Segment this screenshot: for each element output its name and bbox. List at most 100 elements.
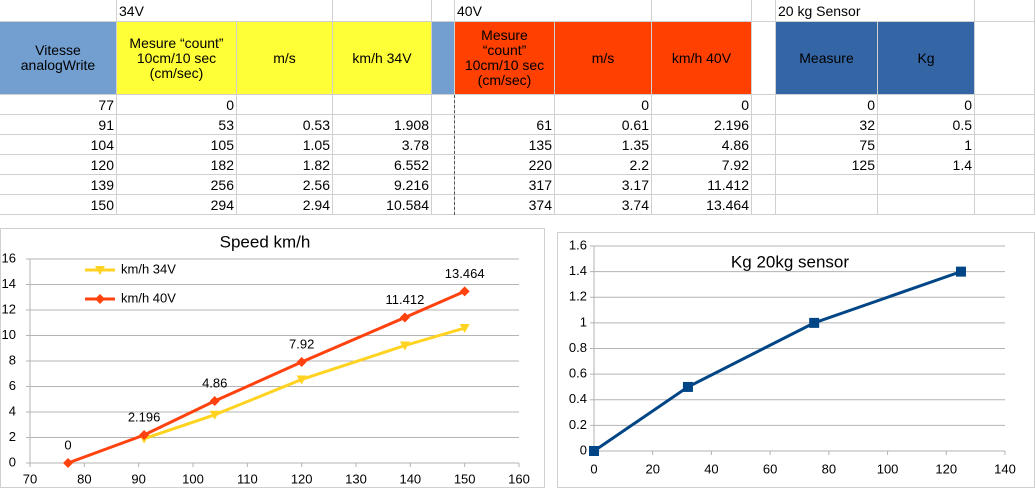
table-cell: 3.74: [555, 195, 652, 215]
line: [593, 270, 962, 453]
table-cell: 120: [0, 155, 117, 175]
marker: [95, 266, 105, 275]
chart-title: Kg 20kg sensor: [731, 252, 849, 271]
x-tick-label: 110: [237, 471, 258, 486]
data-label: 2.196: [128, 409, 161, 424]
cell: [878, 195, 975, 215]
table-cell: 2.2: [555, 155, 652, 175]
data-label: 4.86: [202, 375, 227, 390]
table-cell: 91: [0, 115, 117, 135]
x-tick-label: 0: [590, 461, 597, 476]
x-tick-label: 150: [454, 471, 476, 486]
cell: [455, 95, 555, 115]
chart-title: Speed km/h: [220, 232, 311, 251]
cell: [878, 175, 975, 195]
cell: [975, 22, 1035, 95]
marker: [459, 324, 470, 334]
x-tick-label: 60: [763, 461, 777, 476]
cell: [975, 195, 1035, 215]
x-tick-label: 140: [994, 461, 1016, 476]
data-label: 0: [64, 437, 71, 452]
legend-label: km/h 34V: [121, 261, 176, 276]
section-label: 34V: [117, 0, 237, 22]
table-cell: 0: [878, 95, 975, 115]
cell: [0, 0, 117, 22]
cell: [432, 115, 455, 135]
line: [67, 289, 466, 465]
y-tick-label: 1: [580, 314, 587, 329]
table-cell: 1.35: [555, 135, 652, 155]
y-tick-label: 0.6: [569, 366, 587, 381]
table-cell: 182: [117, 155, 237, 175]
table-cell: 0: [555, 95, 652, 115]
y-tick-label: 2: [9, 429, 16, 444]
table-cell: 1.4: [878, 155, 975, 175]
cell: [432, 195, 455, 215]
section-label: 40V: [455, 0, 555, 22]
marker: [399, 312, 410, 323]
y-tick-label: 0.8: [569, 340, 587, 355]
cell: [975, 115, 1035, 135]
table-cell: 2.56: [237, 175, 333, 195]
table-cell: 135: [455, 135, 555, 155]
y-tick-label: 0: [9, 454, 16, 469]
table-cell: 2.196: [652, 115, 752, 135]
cell: [752, 0, 776, 22]
marker: [589, 446, 599, 456]
marker: [139, 430, 150, 441]
column-header: Measure: [776, 22, 878, 95]
cell: [432, 175, 455, 195]
column-header: Mesure “count” 10cm/10 sec (cm/sec): [117, 22, 237, 95]
y-tick-label: 0: [580, 442, 587, 457]
table-cell: 11.412: [652, 175, 752, 195]
y-tick-label: 10: [2, 327, 16, 342]
table-cell: 317: [455, 175, 555, 195]
x-tick-label: 100: [182, 471, 204, 486]
y-tick-label: 6: [9, 378, 16, 393]
x-tick-label: 90: [131, 471, 145, 486]
y-tick-label: 1.4: [569, 263, 587, 278]
table-cell: 4.86: [652, 135, 752, 155]
table-cell: 10.584: [333, 195, 432, 215]
marker: [209, 410, 220, 420]
table-cell: 0.5: [878, 115, 975, 135]
cell: [975, 155, 1035, 175]
y-tick-label: 14: [2, 276, 16, 291]
table-cell: 77: [0, 95, 117, 115]
column-header: Kg: [878, 22, 975, 95]
marker: [682, 381, 693, 392]
table-cell: 150: [0, 195, 117, 215]
column-header: m/s: [237, 22, 333, 95]
table-cell: 1.82: [237, 155, 333, 175]
cell: [237, 0, 333, 22]
page-break: [454, 95, 455, 215]
table-cell: 13.464: [652, 195, 752, 215]
cell: [776, 175, 878, 195]
y-tick-label: 0.2: [569, 417, 587, 432]
y-tick-label: 8: [9, 352, 16, 367]
table-cell: 53: [117, 115, 237, 135]
cell: [652, 0, 752, 22]
table-cell: 75: [776, 135, 878, 155]
marker: [95, 294, 105, 304]
data-label: 7.92: [289, 336, 314, 351]
table-cell: 61: [455, 115, 555, 135]
marker: [399, 341, 410, 351]
x-tick-label: 20: [645, 461, 659, 476]
cell: [333, 0, 432, 22]
cell: [432, 0, 455, 22]
table-cell: 374: [455, 195, 555, 215]
y-tick-label: 16: [2, 250, 16, 265]
x-tick-label: 100: [877, 461, 899, 476]
table-cell: 1.908: [333, 115, 432, 135]
y-tick-label: 12: [2, 301, 16, 316]
cell: [432, 155, 455, 175]
chart-speed: 0 2 4 6 8 10 12 14 16 70 80 90 100 110 120 130 140 150 160…: [0, 228, 545, 488]
marker: [296, 375, 307, 385]
y-tick-label: 0.4: [569, 391, 587, 406]
cell: [752, 155, 776, 175]
cell: [752, 135, 776, 155]
cell: [752, 195, 776, 215]
table-cell: 1.05: [237, 135, 333, 155]
table-cell: 3.78: [333, 135, 432, 155]
